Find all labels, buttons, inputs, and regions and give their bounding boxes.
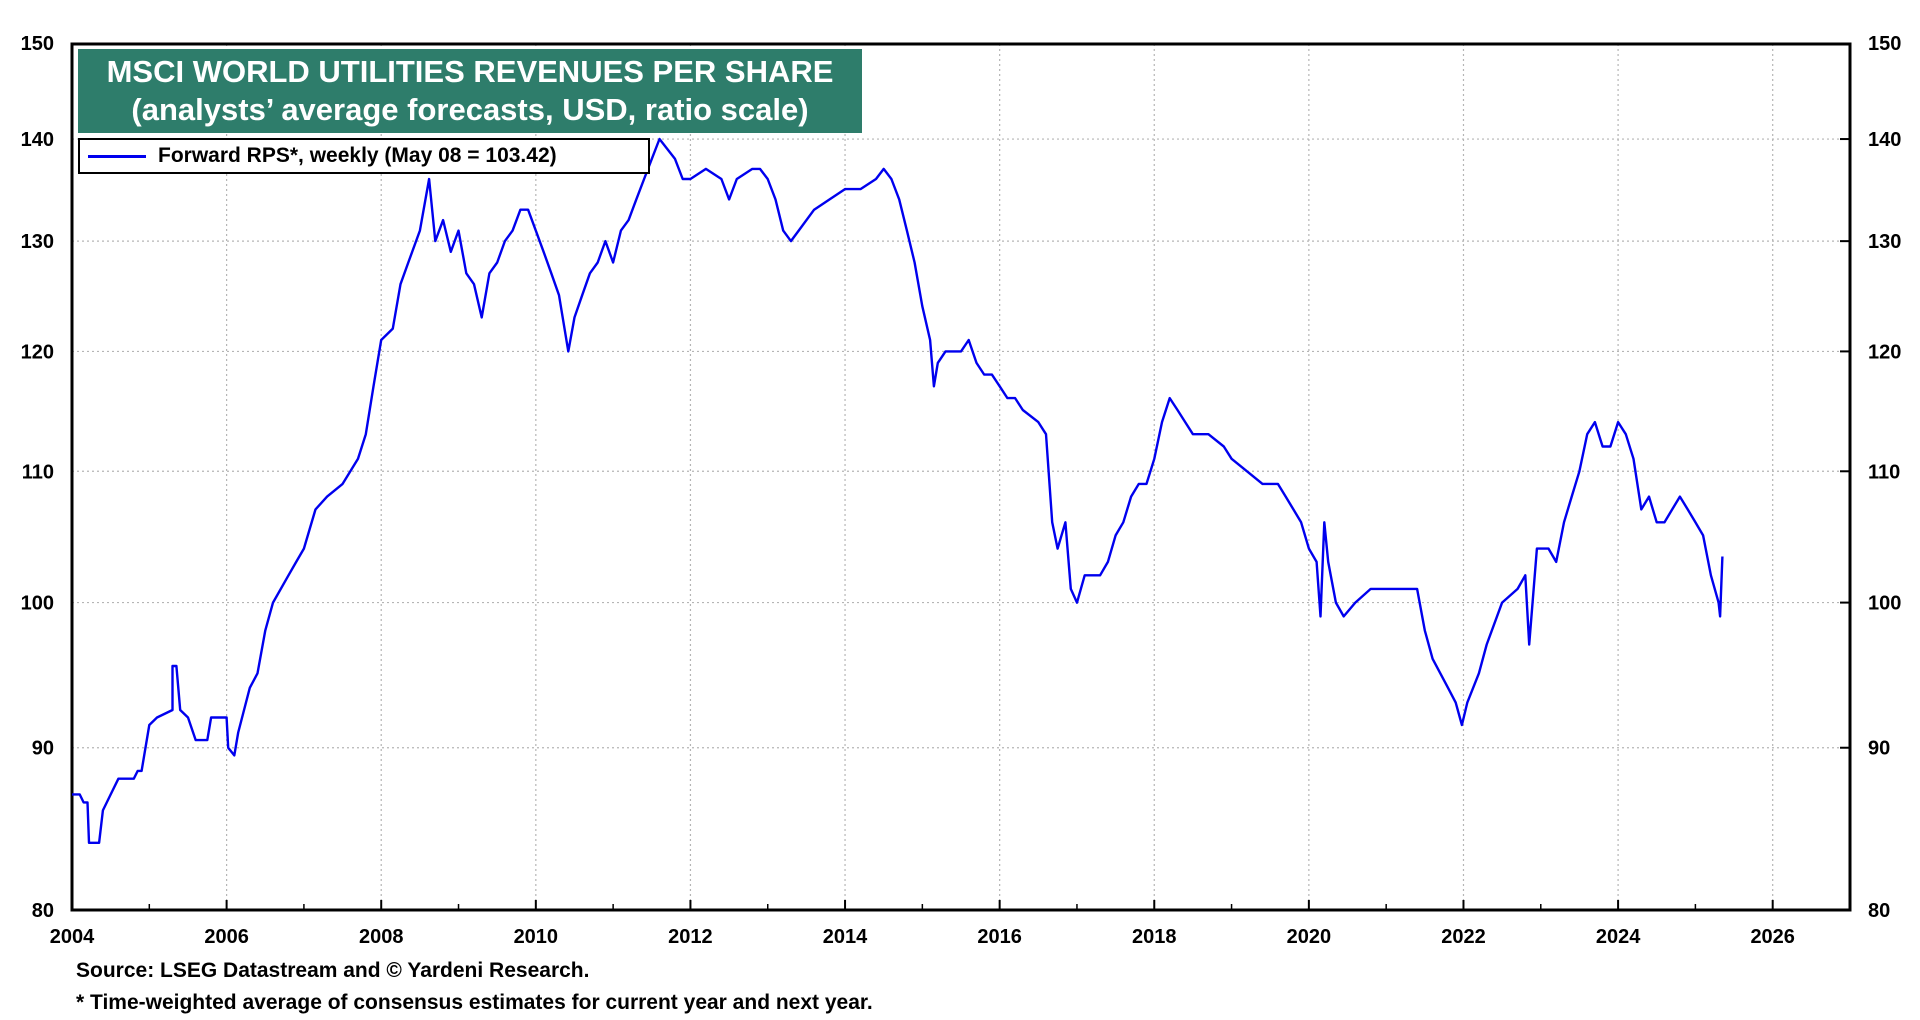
source-note: Source: LSEG Datastream and © Yardeni Re… [76,959,590,982]
x-tick-label: 2016 [977,926,1022,948]
plot-frame [70,42,1852,912]
y-tick-label-right: 140 [1868,129,1901,151]
y-tick-label-left: 110 [22,461,54,483]
x-tick-label: 2006 [204,926,249,948]
x-tick-label: 2018 [1132,926,1177,948]
y-tick-label-left: 90 [32,738,54,760]
legend-swatch-forward-rps [88,154,146,158]
y-axis-right: 80 90 100 110 120 130 140 150 [1840,33,1901,922]
gridlines [72,44,1850,910]
y-tick-label-left: 80 [32,900,54,922]
x-tick-label: 2020 [1287,926,1332,948]
y-axis-left: 80 90 100 110 120 130 140 150 [21,33,54,922]
footnote-definition: * Time-weighted average of consensus est… [76,991,873,1014]
y-tick-label-left: 150 [21,33,54,55]
x-tick-label: 2014 [823,926,868,948]
x-tick-label: 2012 [668,926,713,948]
legend: Forward RPS*, weekly (May 08 = 103.42) [78,138,650,174]
y-tick-label-right: 80 [1868,900,1890,922]
chart-subtitle: (analysts’ average forecasts, USD, ratio… [131,92,809,127]
y-tick-label-right: 120 [1868,341,1901,363]
x-axis: 2004 2006 2008 2010 2012 2014 2016 2018 2020 2022… [50,900,1795,948]
x-tick-label: 2008 [359,926,404,948]
x-tick-label: 2022 [1441,926,1486,948]
y-tick-label-right: 130 [1868,231,1901,253]
chart-title: MSCI WORLD UTILITIES REVENUES PER SHARE [106,54,834,89]
chart-title-box: MSCI WORLD UTILITIES REVENUES PER SHARE … [78,49,862,133]
y-tick-label-right: 110 [1868,461,1900,483]
y-tick-label-left: 140 [21,129,54,151]
x-tick-label: 2024 [1596,926,1641,948]
y-tick-label-right: 150 [1868,33,1901,55]
y-tick-label-right: 90 [1868,738,1890,760]
x-tick-label: 2026 [1750,926,1795,948]
y-tick-label-left: 120 [21,341,54,363]
y-tick-label-left: 100 [21,593,54,615]
legend-label-forward-rps: Forward RPS*, weekly (May 08 = 103.42) [158,144,557,167]
x-tick-label: 2004 [50,926,95,948]
y-tick-label-left: 130 [21,231,54,253]
series-forward-rps-line [72,137,1724,844]
y-tick-label-right: 100 [1868,593,1901,615]
x-tick-label: 2010 [514,926,559,948]
